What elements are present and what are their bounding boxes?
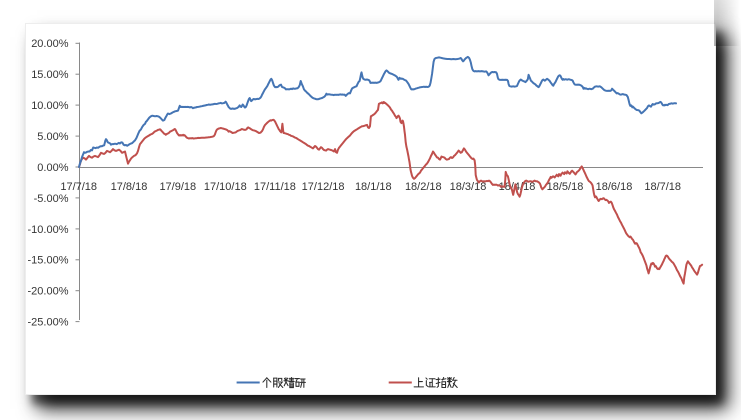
svg-text:0.00%: 0.00% (37, 162, 68, 174)
svg-text:18/2/18: 18/2/18 (405, 181, 442, 193)
svg-text:18/6/18: 18/6/18 (596, 181, 633, 193)
svg-text:18/7/18: 18/7/18 (644, 181, 681, 193)
svg-text:18/1/18: 18/1/18 (355, 181, 392, 193)
svg-text:-5.00%: -5.00% (34, 193, 69, 205)
svg-text:17/7/18: 17/7/18 (60, 181, 97, 193)
svg-text:17/8/18: 17/8/18 (111, 181, 148, 193)
svg-text:18/3/18: 18/3/18 (450, 181, 487, 193)
svg-text:5.00%: 5.00% (37, 131, 68, 143)
svg-text:20.00%: 20.00% (31, 38, 69, 50)
svg-text:17/11/18: 17/11/18 (254, 181, 296, 193)
svg-text:-20.00%: -20.00% (28, 286, 69, 298)
svg-text:18/5/18: 18/5/18 (547, 181, 584, 193)
svg-text:-10.00%: -10.00% (28, 224, 69, 236)
svg-text:10.00%: 10.00% (31, 100, 69, 112)
svg-text:17/9/18: 17/9/18 (159, 181, 196, 193)
svg-text:17/10/18: 17/10/18 (204, 181, 247, 193)
svg-text:15.00%: 15.00% (31, 69, 69, 81)
svg-text:17/12/18: 17/12/18 (302, 181, 345, 193)
svg-text:-25.00%: -25.00% (28, 317, 69, 329)
svg-text:-15.00%: -15.00% (28, 255, 69, 267)
